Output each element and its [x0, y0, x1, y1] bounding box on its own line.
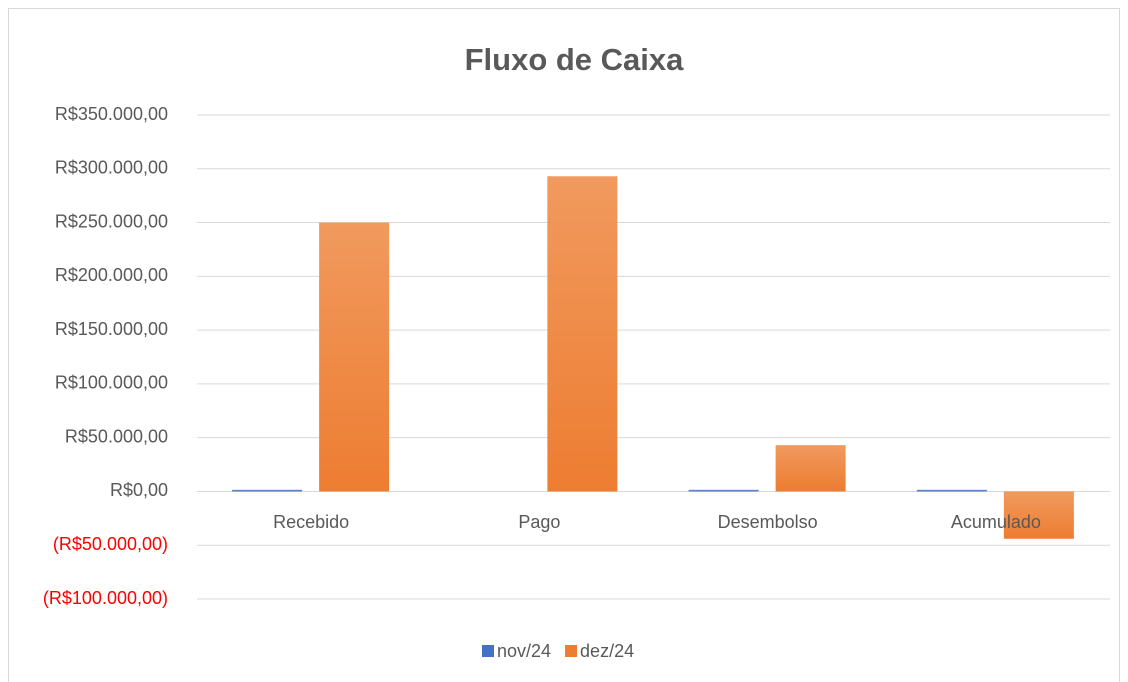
- y-tick-label: (R$50.000,00): [53, 534, 168, 554]
- legend-label: nov/24: [497, 641, 551, 661]
- y-tick-label: R$50.000,00: [65, 426, 168, 446]
- bar-shine: [916, 489, 987, 492]
- bar-shine: [319, 222, 390, 492]
- bar-shine: [547, 176, 618, 492]
- y-tick-label: R$250.000,00: [55, 211, 168, 231]
- y-tick-label: R$200.000,00: [55, 265, 168, 285]
- y-tick-label: R$100.000,00: [55, 373, 168, 393]
- bar-shine: [688, 489, 759, 492]
- x-tick-label: Recebido: [273, 512, 349, 532]
- y-tick-label: (R$100.000,00): [43, 588, 168, 608]
- y-tick-label: R$300.000,00: [55, 158, 168, 178]
- y-tick-label: R$350.000,00: [55, 104, 168, 124]
- bar-shine: [232, 489, 303, 492]
- bar-shine: [775, 445, 846, 492]
- legend-swatch: [565, 645, 578, 657]
- y-tick-label: R$0,00: [110, 480, 168, 500]
- chart-title: Fluxo de Caixa: [465, 42, 685, 77]
- x-tick-label: Acumulado: [951, 512, 1041, 532]
- bar-shine: [1003, 491, 1074, 539]
- y-tick-label: R$150.000,00: [55, 319, 168, 339]
- x-tick-label: Pago: [518, 512, 560, 532]
- legend-swatch: [482, 645, 494, 657]
- legend-label: dez/24: [580, 641, 634, 661]
- x-tick-label: Desembolso: [718, 512, 818, 532]
